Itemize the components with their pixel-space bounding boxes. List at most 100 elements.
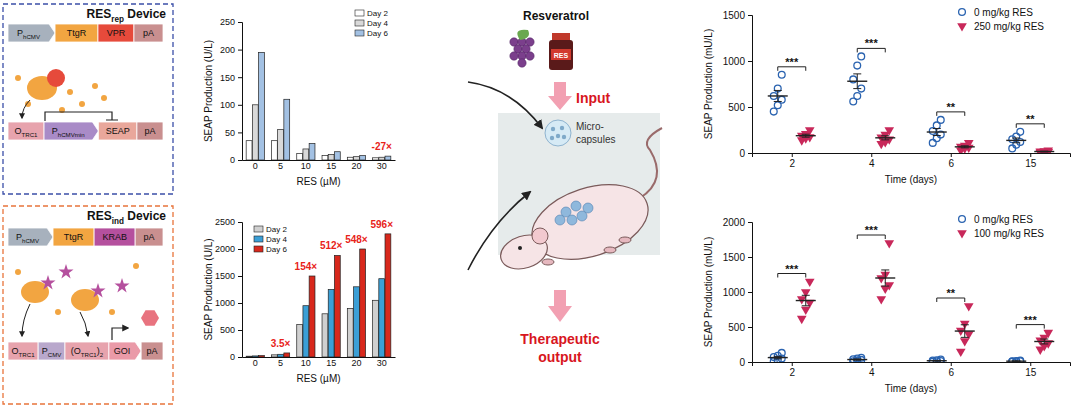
gene-segment [135,228,163,246]
sem-bar [802,295,810,306]
y-tick-label: 200 [220,45,235,55]
mouse-foot [542,259,554,265]
significance-label: *** [865,224,879,236]
segment-label-part: 2 [100,351,104,358]
gene-segment [98,24,134,42]
y-axis: 0500100015002000 [723,217,753,368]
res-molecule [92,83,98,89]
legend-marker [957,23,967,31]
input-label: Input [576,90,611,106]
y-axis-title: SEAP Production (mU/L) [703,237,714,347]
gene-segment [137,122,163,140]
sem-bar [853,74,861,89]
x-tick: 2 [789,153,795,169]
bar-chart: 0501001502002500510152030SEAP Production… [203,9,396,187]
sem-bar [1012,138,1020,143]
legend-label: 100 mg/kg RES [974,228,1044,239]
y-tick-label: 0 [739,357,745,368]
significance-label: ** [1026,113,1035,125]
gene-segment [8,342,38,360]
sem-bar [961,146,969,148]
y-tick: 0 [230,155,242,165]
x-tick-label: 2 [789,367,795,378]
x-tick-label: 30 [377,161,387,171]
y-tick: 150 [220,73,242,83]
y-tick-mark [238,303,242,304]
legend-marker [957,230,967,238]
x-tick-label: 15 [326,358,336,368]
y-tick: 2000 [215,244,242,254]
panel-title: RESrep Device [87,7,167,24]
y-axis-line [238,223,243,358]
segment-label: SEAP [106,126,130,136]
y-axis: 05001000150020002500 [215,217,243,362]
bar [373,158,379,160]
y-tick-mark [238,132,242,133]
mouse-foot [619,237,631,243]
segment-label-part: hCMVmin [58,131,85,138]
y-tick-label: 250 [220,17,235,27]
y-tick-mark [748,257,752,258]
x-tick-mark [871,362,872,366]
x-tick: 5 [278,357,283,368]
y-tick-label: 500 [220,325,235,335]
bar [278,130,284,160]
point [964,303,974,311]
bar [360,156,366,160]
bar [379,279,385,357]
res-molecule [114,278,129,292]
point [956,349,966,357]
x-tick-mark [792,153,793,157]
y-tick-mark [748,153,752,154]
x-tick-label: 2 [789,158,795,169]
grape [518,59,526,67]
y-tick-mark [238,276,242,277]
panel-title-part: RES [87,209,112,223]
x-tick-mark [871,153,872,157]
sem-bar [853,359,861,360]
mouse-ear [532,228,548,244]
point [854,62,861,69]
y-tick-label: 50 [225,128,235,138]
x-tick: 4 [869,153,875,169]
release-arrow [22,304,30,336]
repressor-protein [71,289,99,311]
center-diagram: ResveratrolRESInputMicro-capsulesTherape… [468,9,662,365]
y-axis: 050010001500 [723,10,753,159]
x-tick: 2 [789,362,795,378]
x-tick-label: 20 [351,161,361,171]
y-tick-label: 0 [739,148,745,159]
annotation: 596× [370,219,393,230]
bar [284,99,290,160]
x-tick-label: 20 [351,358,361,368]
point [778,71,785,78]
bar [373,300,379,357]
device-panel: RESrep DevicePhCMVTtgRVPRpAOTRC1PhCMVmin… [3,4,173,194]
bar [303,149,309,160]
y-tick-mark [238,22,242,23]
mouse-eye [518,246,522,250]
bar-chart: 050010001500200025000510152030SEAP Produ… [203,217,396,384]
y-tick: 100 [220,100,242,110]
panel-title-part: Device [124,7,166,21]
x-tick: 10 [301,357,311,368]
segment-label-part: TRC1 [81,351,98,358]
segment-label: pA [147,346,158,356]
y-tick: 1500 [215,271,242,281]
y-tick: 50 [225,128,242,138]
x-axis-title: Time (days) [885,383,937,394]
bar [246,356,252,357]
x-tick: 15 [1025,153,1037,169]
x-tick-label: 15 [326,161,336,171]
legend-label: Day 6 [266,245,287,254]
x-tick-mark [951,153,952,157]
y-axis-line [238,23,243,161]
x-tick: 20 [351,160,361,171]
mean-line [768,357,788,358]
x-tick: 30 [377,357,387,368]
bar [284,353,290,357]
y-tick-mark [748,15,752,16]
res-molecule [58,264,73,278]
segment-label: PhCMVmin [52,126,85,138]
y-axis-line [748,16,753,154]
